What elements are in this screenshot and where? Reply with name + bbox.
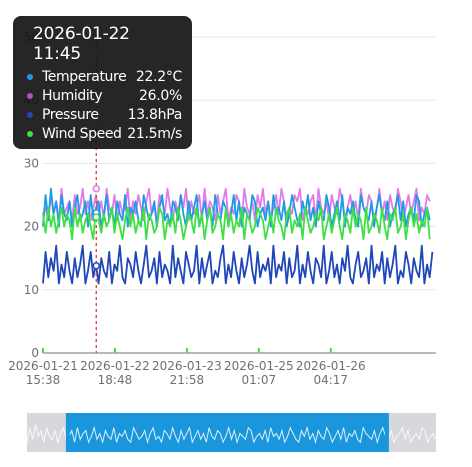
series-line-pressure <box>42 244 434 285</box>
x-tick-label-time: 21:58 <box>170 373 205 387</box>
tooltip-series-name: Temperature <box>42 68 127 85</box>
cursor-point <box>92 213 101 221</box>
x-tick-label-date: 2026-01-26 <box>296 359 366 373</box>
tooltip-series-value: 26.0% <box>139 87 182 104</box>
y-tick-label: 10 <box>24 283 39 297</box>
x-tick-label-time: 04:17 <box>313 373 348 387</box>
tooltip-series-value: 13.8hPa <box>127 106 183 123</box>
wind-speed-marker-icon <box>27 130 33 137</box>
tooltip-row-humidity: Humidity 26.0% <box>25 86 182 105</box>
y-tick-label: 0 <box>31 346 39 360</box>
x-tick-label-date: 2026-01-25 <box>224 359 294 373</box>
x-tick-label-time: 15:38 <box>26 373 61 387</box>
tooltip-series-name: Wind Speed <box>42 125 122 142</box>
x-tick-label-date: 2026-01-23 <box>152 359 222 373</box>
humidity-marker-icon <box>27 92 33 99</box>
pressure-marker-icon <box>27 111 33 118</box>
tooltip-series-value: 21.5m/s <box>127 125 182 142</box>
zoom-handle-left <box>65 413 70 452</box>
tooltip-title: 2026-01-22 11:45 <box>33 24 130 64</box>
tooltip-series-name: Humidity <box>42 87 103 104</box>
tooltip: 2026-01-22 11:45 Temperature 22.2°C Humi… <box>13 16 192 149</box>
x-tick-label-date: 2026-01-22 <box>80 359 150 373</box>
tooltip-row-temperature: Temperature 22.2°C <box>25 67 182 86</box>
x-tick-label-date: 2026-01-21 <box>8 359 78 373</box>
tooltip-row-wind-speed: Wind Speed 21.5m/s <box>25 124 182 143</box>
x-tick-label-time: 18:48 <box>98 373 133 387</box>
zoom-preview-line <box>26 424 437 445</box>
series-lines <box>42 187 434 285</box>
series-line-wind-speed <box>42 206 431 241</box>
cursor-point <box>92 184 101 193</box>
y-tick-label: 20 <box>24 220 39 234</box>
tooltip-row-pressure: Pressure 13.8hPa <box>25 105 182 124</box>
tooltip-series-value: 22.2°C <box>135 68 182 85</box>
zoom-handle-right <box>384 413 389 452</box>
y-tick-label: 30 <box>24 156 39 170</box>
tooltip-series-name: Pressure <box>42 106 99 123</box>
temperature-marker-icon <box>27 73 33 80</box>
data-zoom-slider[interactable] <box>26 413 437 452</box>
x-tick-label-time: 01:07 <box>242 373 277 387</box>
cursor-point <box>92 262 101 270</box>
